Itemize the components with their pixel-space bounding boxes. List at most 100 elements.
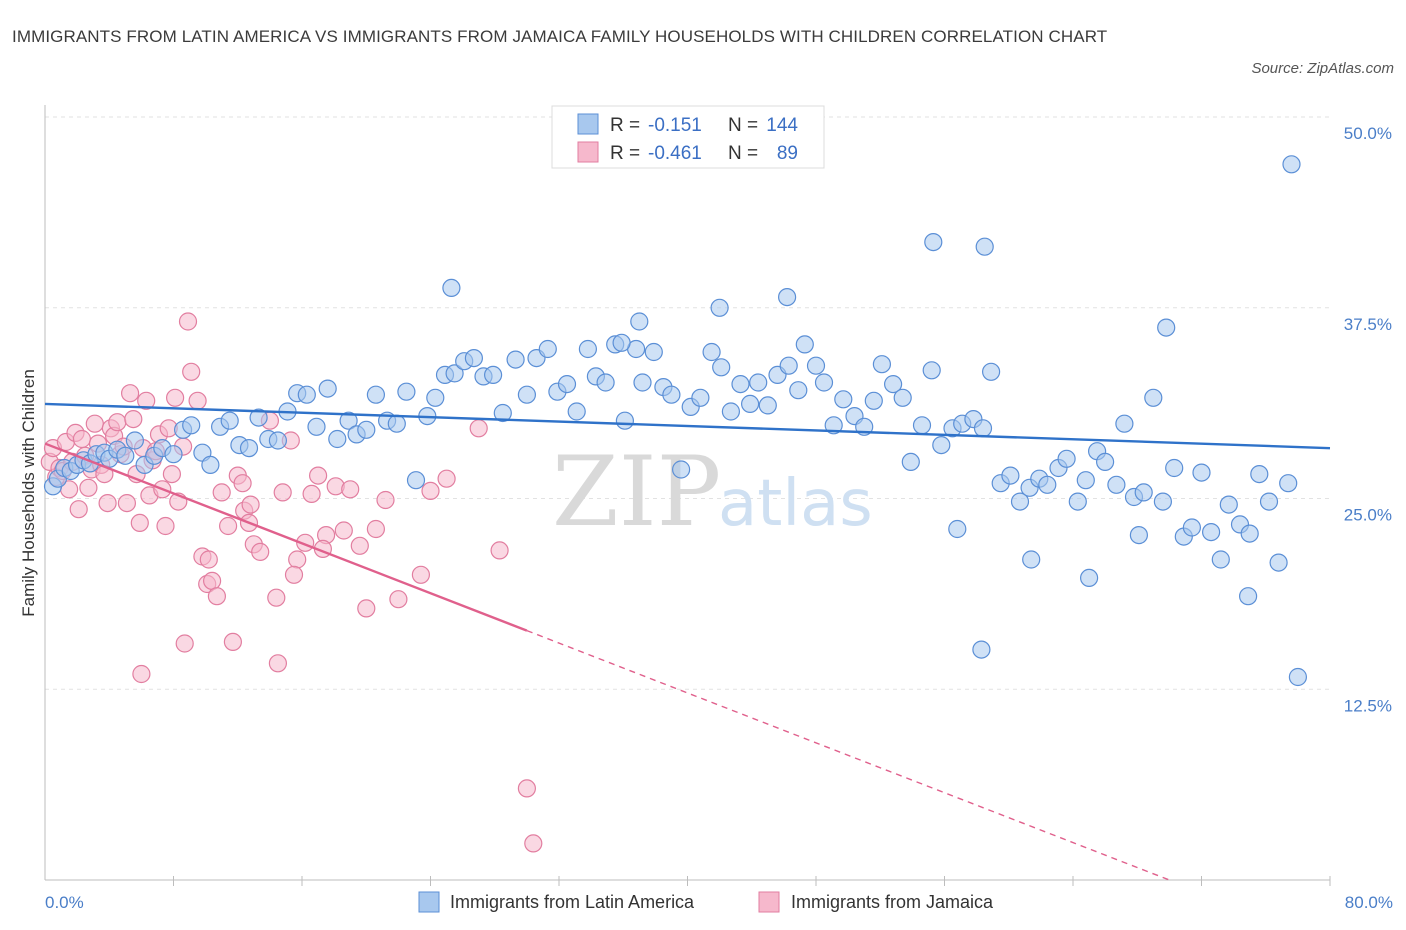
latin-america-point-127 bbox=[1240, 524, 1259, 543]
jamaica-point-9 bbox=[69, 500, 88, 519]
latin-america-point-16 bbox=[164, 445, 183, 464]
latin-america-point-27 bbox=[268, 431, 287, 450]
latin-america-point-106 bbox=[1038, 475, 1057, 494]
jamaica-point-51 bbox=[223, 632, 242, 652]
latin-america-point-110 bbox=[1076, 471, 1095, 490]
latin-america-point-65 bbox=[644, 342, 663, 362]
jamaica-point-73 bbox=[389, 590, 408, 609]
latin-america-point-77 bbox=[758, 396, 777, 415]
latin-america-point-82 bbox=[806, 356, 826, 375]
latin-america-point-52 bbox=[517, 385, 537, 404]
legend-r-label-1: R = bbox=[610, 115, 640, 136]
x-tick-label-0: 0.0% bbox=[45, 893, 84, 912]
latin-america-point-144 bbox=[1238, 587, 1258, 606]
latin-america-point-95 bbox=[932, 436, 951, 455]
trend-line-jamaica-dashed bbox=[526, 629, 1170, 881]
latin-america-point-11 bbox=[116, 446, 135, 465]
latin-america-point-64 bbox=[633, 373, 652, 392]
latin-america-point-57 bbox=[567, 402, 586, 421]
latin-america-point-22 bbox=[220, 411, 239, 430]
tick-labels: 12.5% 25.0% 37.5% 50.0% 0.0% 80.0% bbox=[45, 124, 1393, 912]
latin-america-point-132 bbox=[1288, 667, 1308, 687]
latin-america-point-58 bbox=[578, 339, 598, 359]
latin-america-point-81 bbox=[795, 335, 814, 354]
bottom-legend: Immigrants from Latin America Immigrants… bbox=[418, 891, 994, 913]
jamaica-point-80 bbox=[524, 834, 543, 853]
jamaica-point-12 bbox=[79, 478, 98, 497]
latin-america-point-67 bbox=[662, 385, 681, 404]
jamaica-point-43 bbox=[182, 362, 201, 381]
latin-america-point-50 bbox=[493, 403, 512, 423]
latin-america-point-85 bbox=[834, 390, 853, 409]
jamaica-point-49 bbox=[212, 483, 231, 502]
watermark: ZIP atlas bbox=[552, 436, 873, 548]
latin-america-point-74 bbox=[731, 375, 750, 394]
latin-america-point-18 bbox=[182, 416, 201, 435]
jamaica-point-42 bbox=[178, 312, 198, 331]
latin-america-point-133 bbox=[1282, 155, 1301, 174]
jamaica-point-87 bbox=[241, 495, 260, 514]
latin-america-point-143 bbox=[1129, 525, 1149, 545]
latin-america-point-117 bbox=[1144, 388, 1163, 407]
jamaica-point-67 bbox=[334, 521, 353, 540]
jamaica-point-82 bbox=[268, 654, 287, 673]
latin-america-point-79 bbox=[779, 356, 798, 375]
latin-america-point-20 bbox=[201, 455, 220, 474]
chart-source: Source: ZipAtlas.com bbox=[1251, 60, 1394, 77]
latin-america-point-62 bbox=[615, 411, 635, 430]
latin-america-point-108 bbox=[1057, 449, 1076, 468]
latin-america-point-91 bbox=[893, 388, 912, 407]
latin-america-point-39 bbox=[387, 414, 406, 433]
latin-america-point-116 bbox=[1134, 483, 1153, 502]
legend: R = -0.151 N = 144 R = -0.461 N = 89 bbox=[551, 105, 825, 169]
latin-america-point-75 bbox=[740, 394, 760, 413]
jamaica-point-84 bbox=[132, 664, 151, 684]
latin-america-point-137 bbox=[442, 278, 461, 297]
legend-n-label-1: N = bbox=[728, 115, 758, 136]
x-tick-label-1: 80.0% bbox=[1345, 893, 1393, 912]
jamaica-point-26 bbox=[124, 410, 143, 429]
legend-swatch-pink bbox=[577, 141, 599, 163]
y-axis-label: Family Households with Children bbox=[19, 369, 38, 617]
jamaica-point-39 bbox=[166, 388, 185, 407]
jamaica-point-59 bbox=[273, 483, 292, 502]
jamaica-point-30 bbox=[137, 391, 156, 410]
jamaica-point-85 bbox=[175, 634, 194, 653]
latin-america-point-73 bbox=[721, 402, 741, 421]
latin-america-point-30 bbox=[297, 385, 316, 404]
bottom-legend-swatch-pink bbox=[758, 891, 780, 913]
jamaica-point-44 bbox=[188, 391, 207, 410]
latin-america-point-145 bbox=[972, 640, 991, 659]
latin-america-point-124 bbox=[1211, 550, 1230, 569]
latin-america-point-99 bbox=[973, 419, 993, 438]
trend-line-jamaica-solid bbox=[44, 442, 528, 632]
latin-america-point-141 bbox=[1022, 550, 1041, 569]
latin-america-point-142 bbox=[1079, 568, 1099, 588]
latin-america-point-36 bbox=[357, 420, 376, 439]
legend-n-value-1: 144 bbox=[766, 115, 798, 136]
latin-america-point-88 bbox=[864, 391, 883, 410]
jamaica-point-83 bbox=[233, 474, 252, 493]
latin-america-point-103 bbox=[1010, 492, 1030, 511]
watermark-atlas: atlas bbox=[718, 467, 873, 541]
jamaica-point-50 bbox=[219, 516, 238, 536]
y-tick-label-0: 12.5% bbox=[1344, 696, 1392, 715]
latin-america-point-129 bbox=[1259, 492, 1279, 511]
latin-america-point-80 bbox=[789, 381, 808, 400]
jamaica-point-74 bbox=[411, 565, 430, 584]
latin-america-point-43 bbox=[426, 388, 445, 407]
jamaica-point-61 bbox=[288, 550, 307, 569]
legend-r-value-1: -0.151 bbox=[648, 115, 702, 136]
latin-america-point-68 bbox=[671, 460, 691, 479]
latin-america-point-41 bbox=[406, 471, 426, 490]
jamaica-point-10 bbox=[72, 429, 92, 449]
latin-america-point-136 bbox=[630, 312, 649, 331]
latin-america-point-45 bbox=[445, 364, 464, 383]
legend-r-label-2: R = bbox=[610, 143, 640, 164]
latin-america-point-32 bbox=[318, 379, 337, 398]
jamaica-point-63 bbox=[302, 484, 321, 503]
legend-n-value-2: 89 bbox=[777, 143, 798, 164]
latin-america-point-138 bbox=[710, 298, 729, 317]
jamaica-point-71 bbox=[366, 519, 385, 539]
